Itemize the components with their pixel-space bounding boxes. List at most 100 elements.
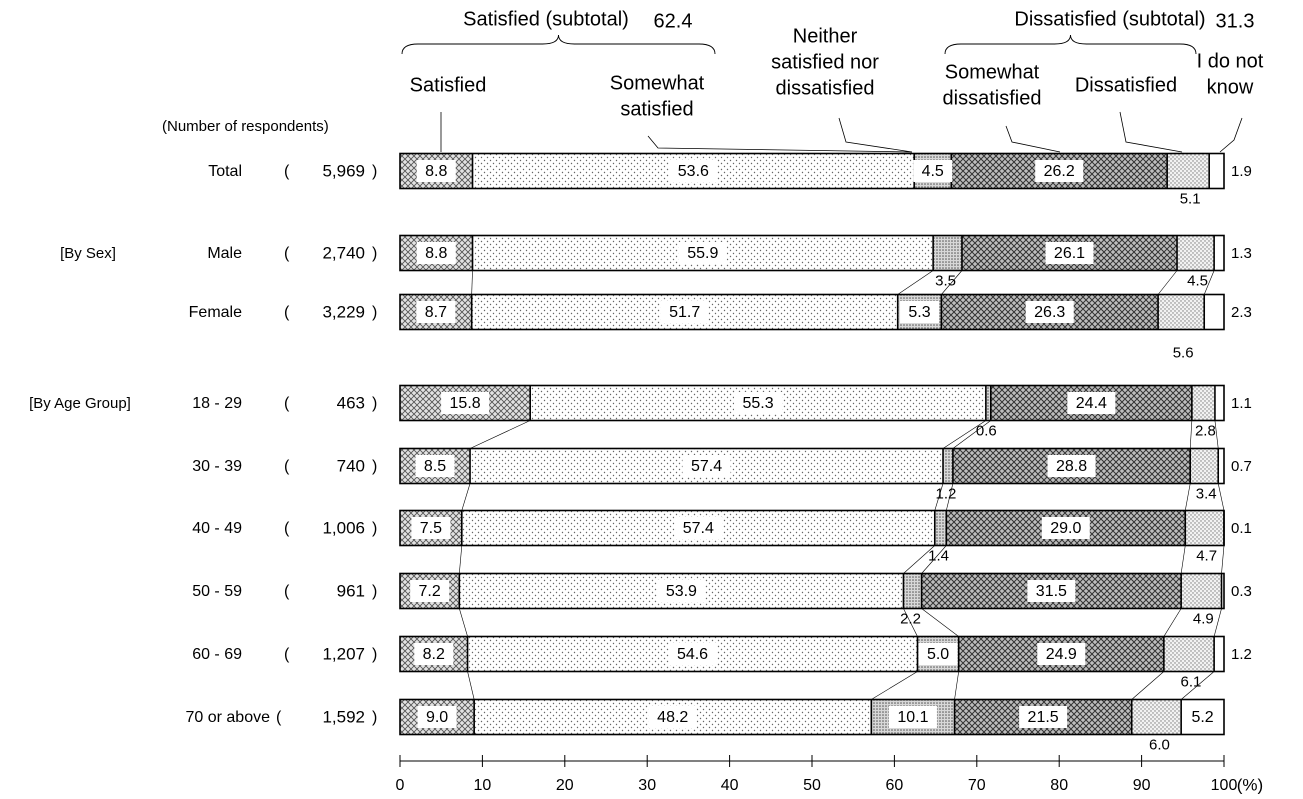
respondents-paren-close: ) bbox=[372, 163, 377, 180]
bar-outline bbox=[399, 447, 1225, 485]
data-label-somewhat-dissatisfied-box bbox=[1019, 706, 1068, 728]
data-label-neither: 1.2 bbox=[936, 485, 957, 502]
respondents-paren-open: ( bbox=[284, 304, 290, 321]
bar-outline bbox=[399, 293, 1225, 331]
data-label-somewhat-dissatisfied-box bbox=[1045, 242, 1094, 264]
data-label-dont-know: 5.2 bbox=[1191, 709, 1213, 726]
data-label-somewhat-satisfied: 48.2 bbox=[657, 709, 688, 726]
legend-label-somewhat-satisfied: satisfied bbox=[620, 98, 693, 120]
connector-line bbox=[871, 671, 918, 700]
bar-outline bbox=[399, 698, 1225, 736]
bar-segment-d bbox=[1177, 235, 1215, 271]
connector-line bbox=[952, 420, 991, 449]
connector-line bbox=[459, 545, 463, 574]
respondents-paren-open: ( bbox=[284, 646, 290, 663]
data-label-neither-box bbox=[918, 643, 958, 665]
x-tick-label: 50 bbox=[803, 777, 821, 794]
x-axis-unit: (%) bbox=[1237, 775, 1263, 794]
data-label-somewhat-satisfied: 53.6 bbox=[678, 163, 709, 180]
subtotal-value-dissatisfied: 31.3 bbox=[1216, 10, 1255, 32]
data-label-somewhat-dissatisfied-box bbox=[1025, 301, 1074, 323]
data-label-neither: 4.5 bbox=[922, 163, 944, 180]
x-tick-label: 100 bbox=[1211, 777, 1238, 794]
bar-segment-d bbox=[1167, 153, 1210, 189]
respondents-paren-open: ( bbox=[284, 458, 290, 475]
data-label-dissatisfied: 3.4 bbox=[1196, 485, 1217, 502]
brace-satisfied-subtotal bbox=[401, 34, 716, 55]
connector-line bbox=[921, 545, 947, 574]
legend-leader-dont-know bbox=[1219, 117, 1243, 153]
respondents-count: 463 bbox=[337, 393, 365, 412]
data-label-somewhat-satisfied-box bbox=[734, 392, 783, 414]
group-label-sex: [By Sex] bbox=[60, 245, 116, 262]
data-label-somewhat-satisfied: 54.6 bbox=[677, 646, 708, 663]
bar-segment-n bbox=[933, 235, 962, 271]
connector-line bbox=[467, 671, 475, 700]
data-label-dissatisfied: 6.0 bbox=[1149, 736, 1170, 753]
respondents-paren-open: ( bbox=[284, 395, 290, 412]
data-label-satisfied-box bbox=[416, 301, 456, 323]
connector-line bbox=[1189, 420, 1193, 449]
legend-label-satisfied: Satisfied bbox=[410, 74, 487, 96]
connector-line bbox=[1203, 270, 1215, 295]
legend-label-dont-know: know bbox=[1207, 76, 1254, 98]
data-label-somewhat-satisfied-box bbox=[648, 706, 697, 728]
legend-label-somewhat-dissatisfied: Somewhat bbox=[945, 61, 1040, 83]
bar-outline bbox=[399, 509, 1225, 547]
data-label-neither: 3.5 bbox=[935, 272, 956, 289]
respondents-header: (Number of respondents) bbox=[162, 118, 329, 135]
x-tick-label: 80 bbox=[1050, 777, 1068, 794]
x-tick-label: 0 bbox=[396, 777, 405, 794]
data-label-neither: 1.4 bbox=[928, 547, 949, 564]
bar-segment-d bbox=[1131, 699, 1182, 735]
connector-line bbox=[954, 671, 959, 700]
bar-segment-n bbox=[934, 510, 947, 546]
data-label-somewhat-satisfied-box bbox=[669, 160, 718, 182]
row-label: Female bbox=[189, 304, 242, 321]
x-tick-label: 40 bbox=[721, 777, 739, 794]
connector-line bbox=[1157, 270, 1178, 295]
row-label: 70 or above bbox=[185, 709, 270, 726]
legend-label-somewhat-dissatisfied: dissatisfied bbox=[943, 87, 1042, 109]
data-label-dont-know: 1.9 bbox=[1231, 163, 1252, 180]
row-label: 40 - 49 bbox=[192, 520, 242, 537]
data-label-somewhat-dissatisfied: 29.0 bbox=[1050, 520, 1081, 537]
data-label-dont-know: 1.3 bbox=[1231, 245, 1252, 262]
connector-line bbox=[1213, 608, 1222, 637]
respondents-paren-close: ) bbox=[372, 646, 377, 663]
bar-segment-dk bbox=[1209, 154, 1225, 189]
respondents-paren-close: ) bbox=[372, 395, 377, 412]
data-label-somewhat-dissatisfied: 26.3 bbox=[1034, 304, 1065, 321]
respondents-paren-open: ( bbox=[284, 520, 290, 537]
respondents-paren-close: ) bbox=[372, 709, 377, 726]
connector-line bbox=[897, 270, 934, 295]
bar-segment-n bbox=[985, 385, 991, 421]
data-label-somewhat-dissatisfied-box bbox=[1035, 160, 1084, 182]
x-tick-label: 70 bbox=[968, 777, 986, 794]
brace-dissatisfied-subtotal bbox=[944, 34, 1197, 55]
data-label-neither-box bbox=[900, 301, 940, 323]
bar-segment-n bbox=[903, 573, 922, 609]
respondents-count: 3,229 bbox=[322, 302, 365, 321]
connector-line bbox=[946, 483, 954, 511]
legend-label-dont-know: I do not bbox=[1197, 50, 1264, 72]
data-label-neither-box bbox=[913, 160, 953, 182]
data-label-satisfied: 8.5 bbox=[424, 458, 446, 475]
data-label-satisfied-box bbox=[416, 242, 456, 264]
connector-line bbox=[1163, 608, 1182, 637]
legend-leader-neither bbox=[838, 117, 913, 153]
data-label-neither: 2.2 bbox=[900, 610, 921, 627]
data-label-somewhat-dissatisfied: 24.9 bbox=[1046, 646, 1077, 663]
data-label-satisfied: 7.5 bbox=[420, 520, 442, 537]
legend-label-dissatisfied: Dissatisfied bbox=[1075, 74, 1177, 96]
x-tick-label: 10 bbox=[474, 777, 492, 794]
data-label-somewhat-dissatisfied: 28.8 bbox=[1056, 458, 1087, 475]
row-label: 18 - 29 bbox=[192, 395, 242, 412]
respondents-count: 1,592 bbox=[322, 707, 365, 726]
bar-outline bbox=[399, 572, 1225, 610]
data-label-somewhat-satisfied-box bbox=[678, 242, 727, 264]
respondents-paren-open: ( bbox=[284, 583, 290, 600]
bar-segment-dk bbox=[1218, 449, 1224, 484]
data-label-satisfied-box bbox=[417, 706, 457, 728]
